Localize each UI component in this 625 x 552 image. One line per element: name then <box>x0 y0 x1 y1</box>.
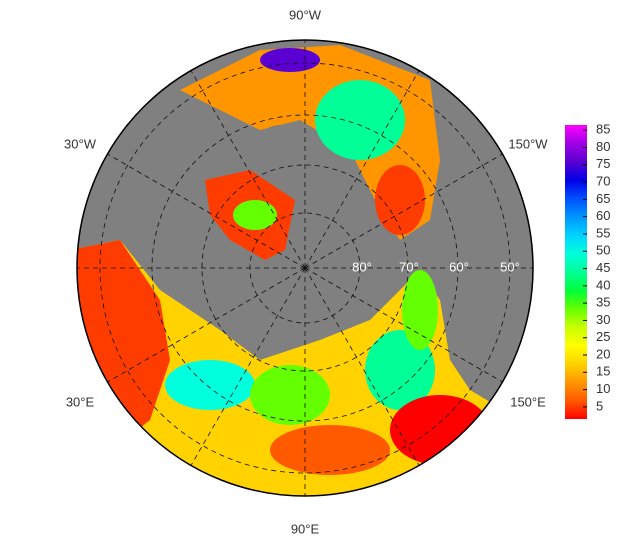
meridian <box>189 68 306 269</box>
colorbar-tick-label: 60 <box>596 208 610 223</box>
meridian <box>304 267 505 384</box>
latitude-label: 60° <box>449 259 469 274</box>
colorbar-tick-label: 55 <box>596 225 610 240</box>
land-patch <box>250 365 330 425</box>
land-patch <box>233 200 277 230</box>
land-patch <box>260 48 320 72</box>
land-patch <box>402 270 438 350</box>
land-patch <box>315 80 405 160</box>
longitude-label: 90°E <box>291 521 320 536</box>
latitude-label: 80° <box>352 259 372 274</box>
meridian <box>304 152 505 269</box>
colorbar-tick-label: 15 <box>596 364 610 379</box>
longitude-label: 90°W <box>289 7 322 22</box>
colorbar-tick-label: 80 <box>596 139 610 154</box>
meridian <box>105 152 306 269</box>
land-patch <box>165 360 255 410</box>
meridian <box>304 68 421 269</box>
longitude-label: 30°E <box>66 394 95 409</box>
colorbar-tick-label: 75 <box>596 156 610 171</box>
colorbar-tick-label: 70 <box>596 174 610 189</box>
meridian <box>189 267 306 468</box>
meridian <box>105 267 306 384</box>
colorbar-tick-label: 85 <box>596 122 610 137</box>
longitude-label: 30°W <box>64 136 97 151</box>
land-far-east <box>390 395 490 465</box>
colorbar-tick-label: 50 <box>596 243 610 258</box>
colorbar-tick-label: 40 <box>596 277 610 292</box>
colorbar-tick-label: 35 <box>596 295 610 310</box>
latitude-label: 50° <box>500 259 520 274</box>
land-patch <box>365 330 435 410</box>
colorbar-tick-label: 25 <box>596 329 610 344</box>
meridian <box>304 267 421 468</box>
parallel <box>99 62 511 474</box>
colorbar <box>565 125 587 419</box>
longitude-label: 150°W <box>508 136 548 151</box>
colorbar-tick-label: 20 <box>596 346 610 361</box>
colorbar-tick-label: 45 <box>596 260 610 275</box>
map-disc <box>77 40 533 496</box>
colorbar-tick-label: 65 <box>596 191 610 206</box>
hudson-bay <box>255 125 305 175</box>
map-border <box>76 39 534 497</box>
latitude-label: 70° <box>399 259 419 274</box>
colorbar-tick-label: 10 <box>596 381 610 396</box>
land-patch <box>375 165 425 235</box>
land-patch <box>270 425 390 475</box>
colorbar-tick-label: 30 <box>596 312 610 327</box>
colorbar-tick-label: 5 <box>596 398 603 413</box>
longitude-label: 150°E <box>510 394 546 409</box>
